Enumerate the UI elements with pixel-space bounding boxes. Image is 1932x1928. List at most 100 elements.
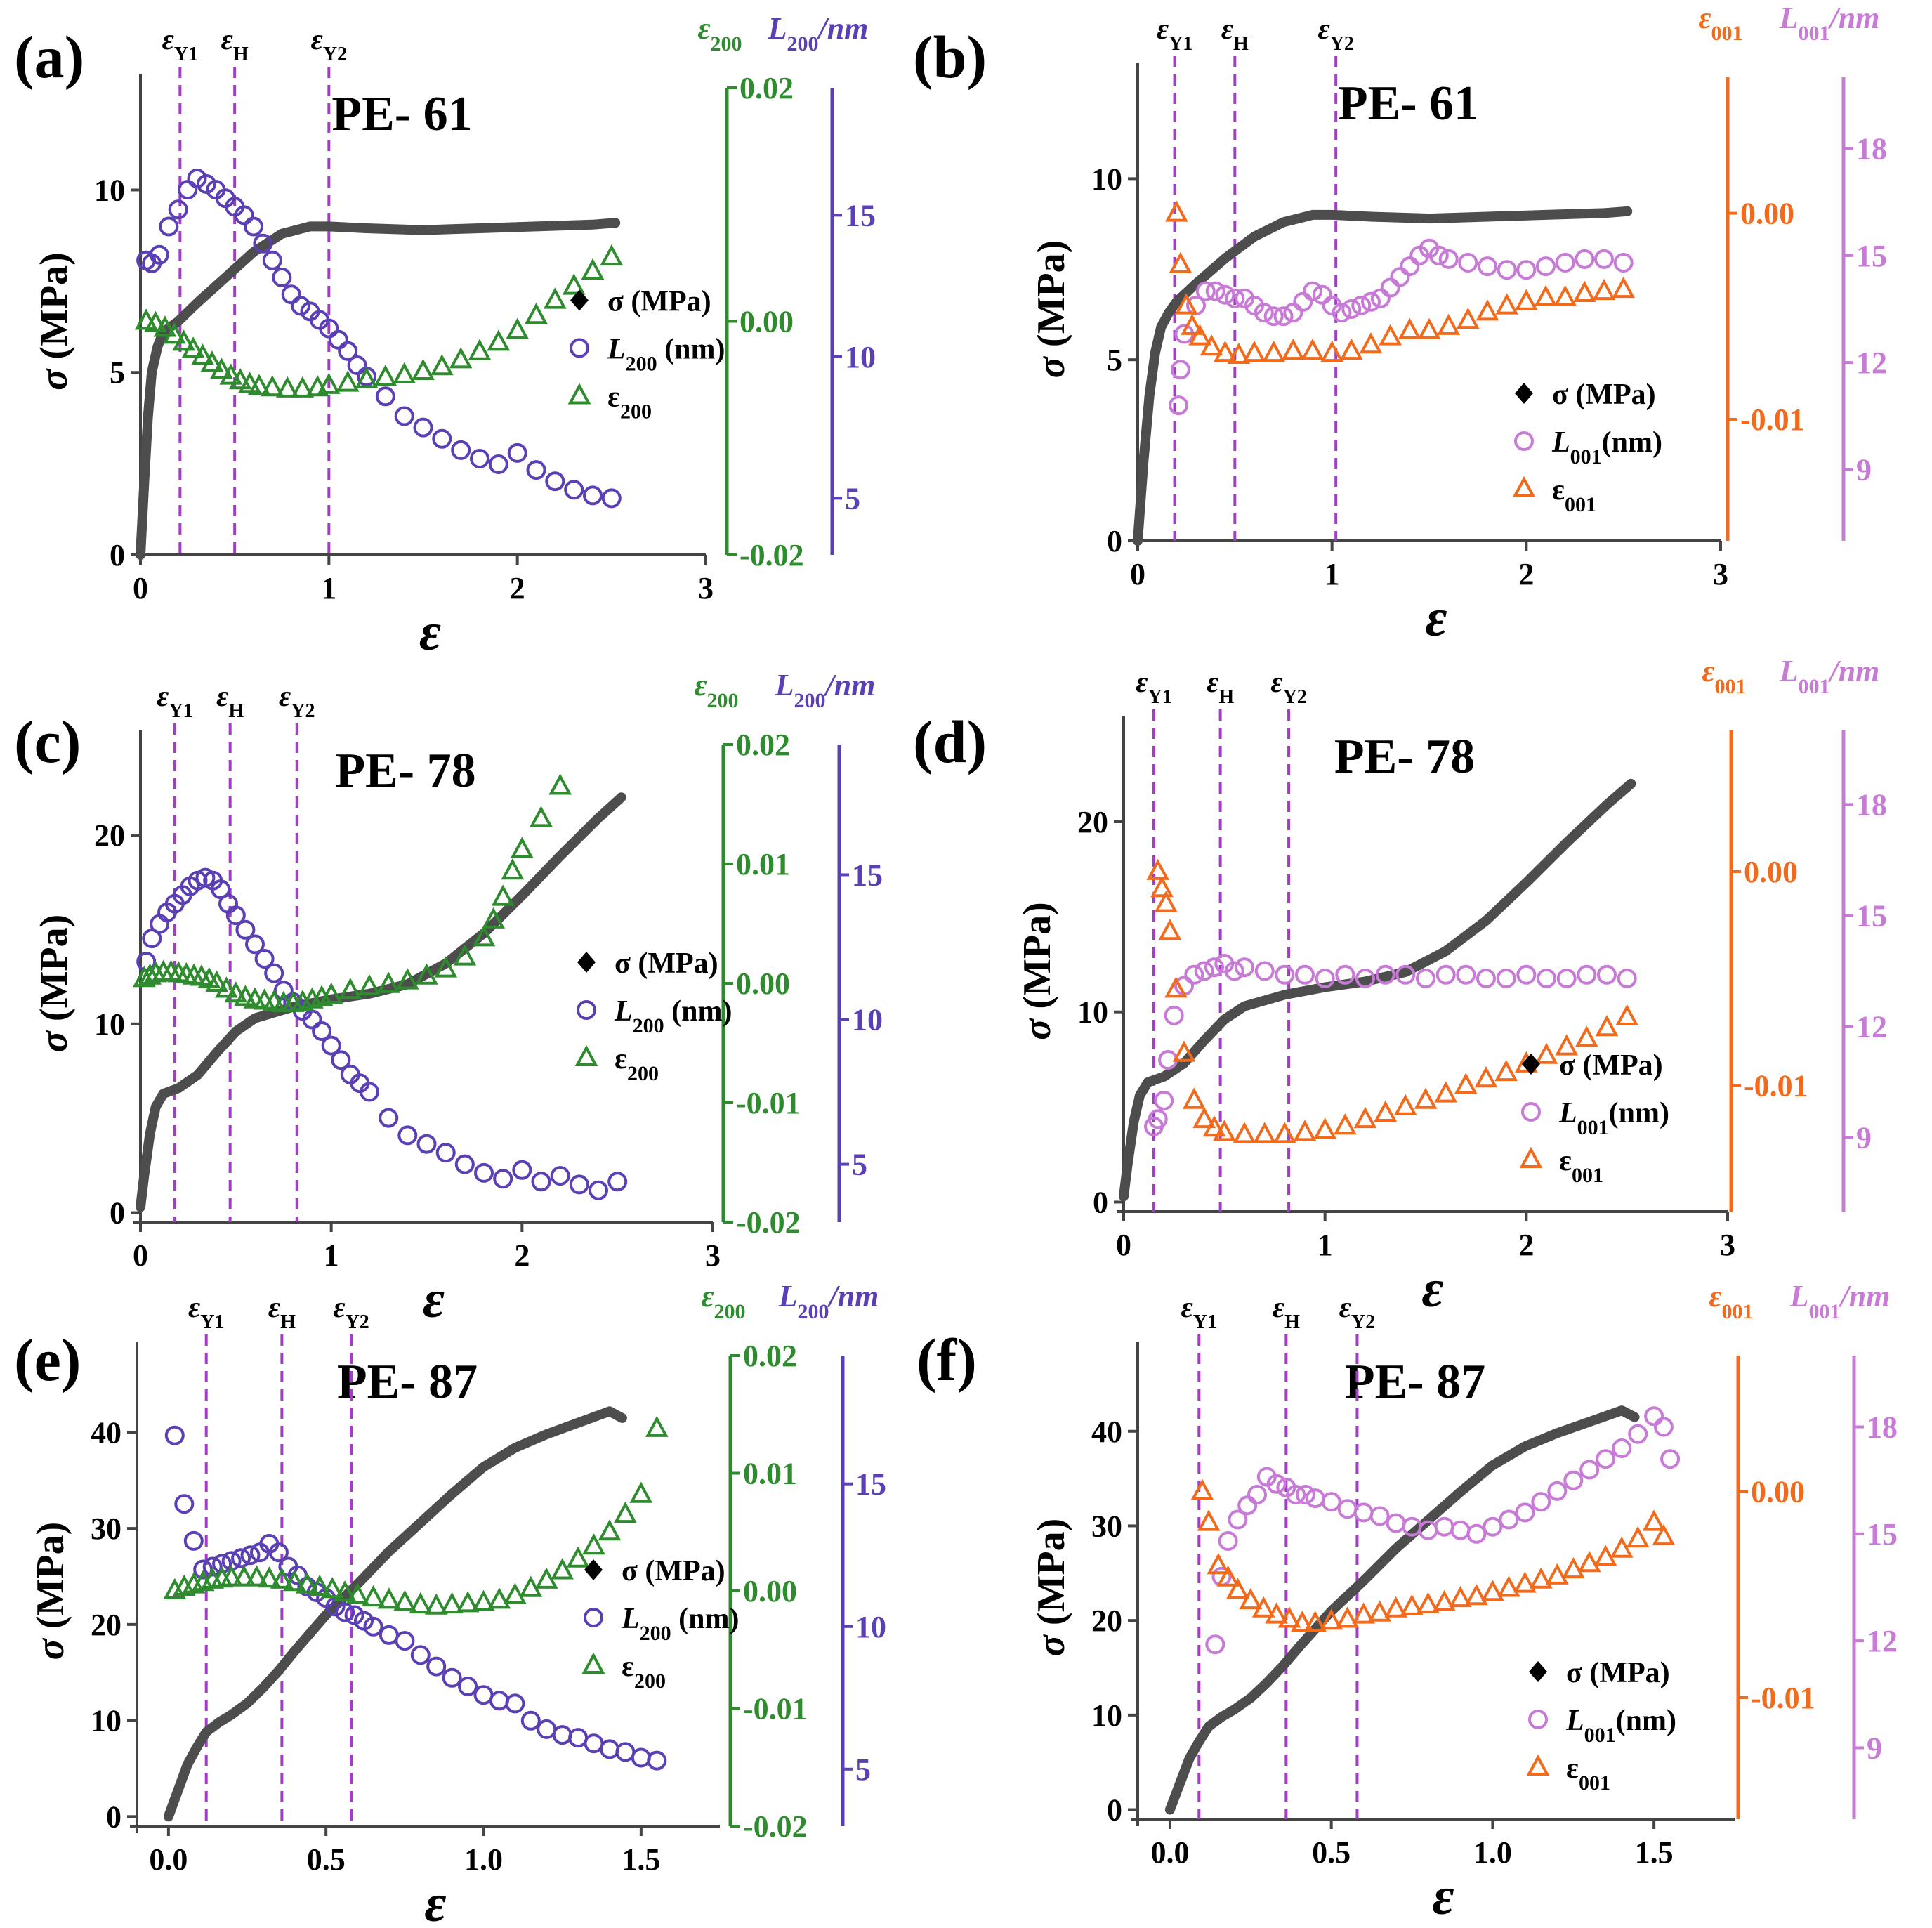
series-triangle	[163, 1415, 669, 1615]
series-triangle	[1146, 858, 1639, 1143]
data-point-circle	[1224, 961, 1244, 981]
data-point-circle	[231, 1548, 251, 1568]
y3-tick-label: 9	[1856, 452, 1872, 487]
strain-marker-label: εH	[1207, 667, 1234, 708]
data-point-circle	[416, 1134, 437, 1154]
data-point-circle	[1556, 969, 1577, 988]
data-point-circle	[164, 1425, 185, 1445]
data-point-triangle	[1612, 276, 1636, 299]
series-circle	[1169, 238, 1634, 416]
data-point-triangle	[1192, 1106, 1216, 1129]
data-point-circle	[1594, 249, 1614, 269]
data-point-circle	[1204, 957, 1224, 978]
data-point-triangle	[336, 370, 360, 392]
data-point-triangle	[1595, 1015, 1619, 1037]
data-point-triangle	[320, 982, 343, 1004]
y2-tick-label: -0.02	[740, 538, 804, 572]
data-point-triangle	[1393, 1094, 1417, 1115]
data-point-circle	[1612, 1438, 1632, 1458]
data-point-circle	[507, 442, 527, 463]
legend-marker-circle	[584, 1608, 603, 1627]
y2-tick-label: 0.02	[736, 728, 790, 762]
data-point-circle	[1335, 964, 1355, 985]
series-triangle	[1164, 200, 1636, 364]
data-point-circle	[1531, 1492, 1551, 1512]
data-point-triangle	[374, 365, 397, 386]
data-point-triangle	[1575, 1025, 1598, 1047]
data-point-circle	[1353, 1502, 1374, 1523]
legend-marker-diamond	[1515, 383, 1533, 404]
data-point-circle	[1321, 1492, 1341, 1512]
data-point-circle	[354, 1611, 374, 1631]
y2-axis-title: ε001	[1709, 1279, 1753, 1323]
data-point-circle	[435, 1143, 456, 1163]
data-point-triangle	[144, 310, 167, 332]
data-point-circle	[1170, 360, 1190, 380]
data-point-triangle	[1514, 289, 1538, 310]
y2-tick-label: 0.00	[736, 966, 790, 1001]
data-point-circle	[234, 205, 254, 225]
data-point-circle	[174, 1494, 195, 1514]
x-tick-label: 1.0	[464, 1842, 503, 1877]
data-point-triangle	[214, 976, 238, 998]
legend: σ (MPa) L001(nm) ε001	[1519, 1049, 1669, 1187]
data-point-triangle	[1146, 858, 1170, 880]
data-point-circle	[1361, 291, 1381, 312]
x-tick-label: 0	[133, 571, 148, 605]
strain-marker-label: εH	[1221, 13, 1249, 55]
data-point-circle	[168, 199, 188, 220]
y2-axis-title: ε200	[694, 668, 738, 712]
data-point-circle	[1617, 969, 1637, 988]
data-point-circle	[584, 1733, 604, 1754]
data-point-triangle	[200, 350, 224, 372]
data-point-triangle	[220, 1565, 243, 1587]
data-point-triangle	[320, 1577, 344, 1599]
x-tick-label: 2	[514, 1238, 530, 1273]
strain-marker-label: εH	[268, 1292, 296, 1333]
data-point-triangle	[1497, 1575, 1520, 1597]
series-triangle	[134, 244, 624, 398]
data-point-triangle	[1495, 293, 1519, 315]
legend-marker-triangle	[567, 383, 591, 405]
data-point-circle	[331, 1050, 351, 1070]
y3-tick-label: 15	[845, 198, 876, 232]
data-point-triangle	[1262, 340, 1286, 362]
data-point-circle	[600, 1739, 619, 1759]
y-axis-label: σ (MPa)	[32, 252, 76, 391]
data-point-circle	[1628, 1424, 1648, 1444]
panel-title: PE- 87	[1345, 1355, 1485, 1409]
data-point-circle	[1254, 303, 1274, 323]
series-line	[1164, 1405, 1640, 1815]
data-point-circle	[1563, 1470, 1584, 1490]
data-point-circle	[202, 1556, 223, 1577]
data-point-triangle	[1227, 342, 1251, 364]
y-tick-label: 30	[91, 1511, 121, 1546]
data-point-triangle	[1414, 1087, 1438, 1109]
stress-curve	[1133, 206, 1633, 546]
data-point-circle	[1577, 964, 1597, 985]
data-point-triangle	[487, 329, 511, 351]
data-point-triangle	[1216, 1565, 1240, 1587]
data-point-triangle	[1398, 317, 1421, 339]
y3-tick-label: 18	[1856, 132, 1887, 166]
data-point-triangle	[424, 1593, 448, 1615]
data-point-circle	[426, 1656, 447, 1677]
data-point-circle	[395, 1631, 415, 1651]
strain-marker-label: εY2	[1339, 1292, 1375, 1333]
x-tick-label: 1	[1317, 1228, 1333, 1262]
y-tick-label: 10	[1077, 995, 1108, 1030]
legend-label: σ (MPa)	[1552, 379, 1656, 411]
data-point-triangle	[1437, 313, 1461, 335]
data-point-circle	[537, 1719, 557, 1739]
panel-label: (a)	[14, 23, 84, 91]
data-point-triangle	[645, 1415, 669, 1437]
data-point-circle	[1456, 964, 1476, 985]
data-point-circle	[397, 1125, 418, 1146]
data-point-circle	[1555, 253, 1575, 273]
y3-tick-label: 5	[852, 1148, 867, 1182]
y2-tick-label: 0.00	[1740, 197, 1794, 231]
data-point-triangle	[1320, 340, 1344, 362]
data-point-triangle	[1400, 1594, 1424, 1615]
data-point-triangle	[456, 1591, 480, 1613]
data-point-circle	[183, 1530, 204, 1551]
